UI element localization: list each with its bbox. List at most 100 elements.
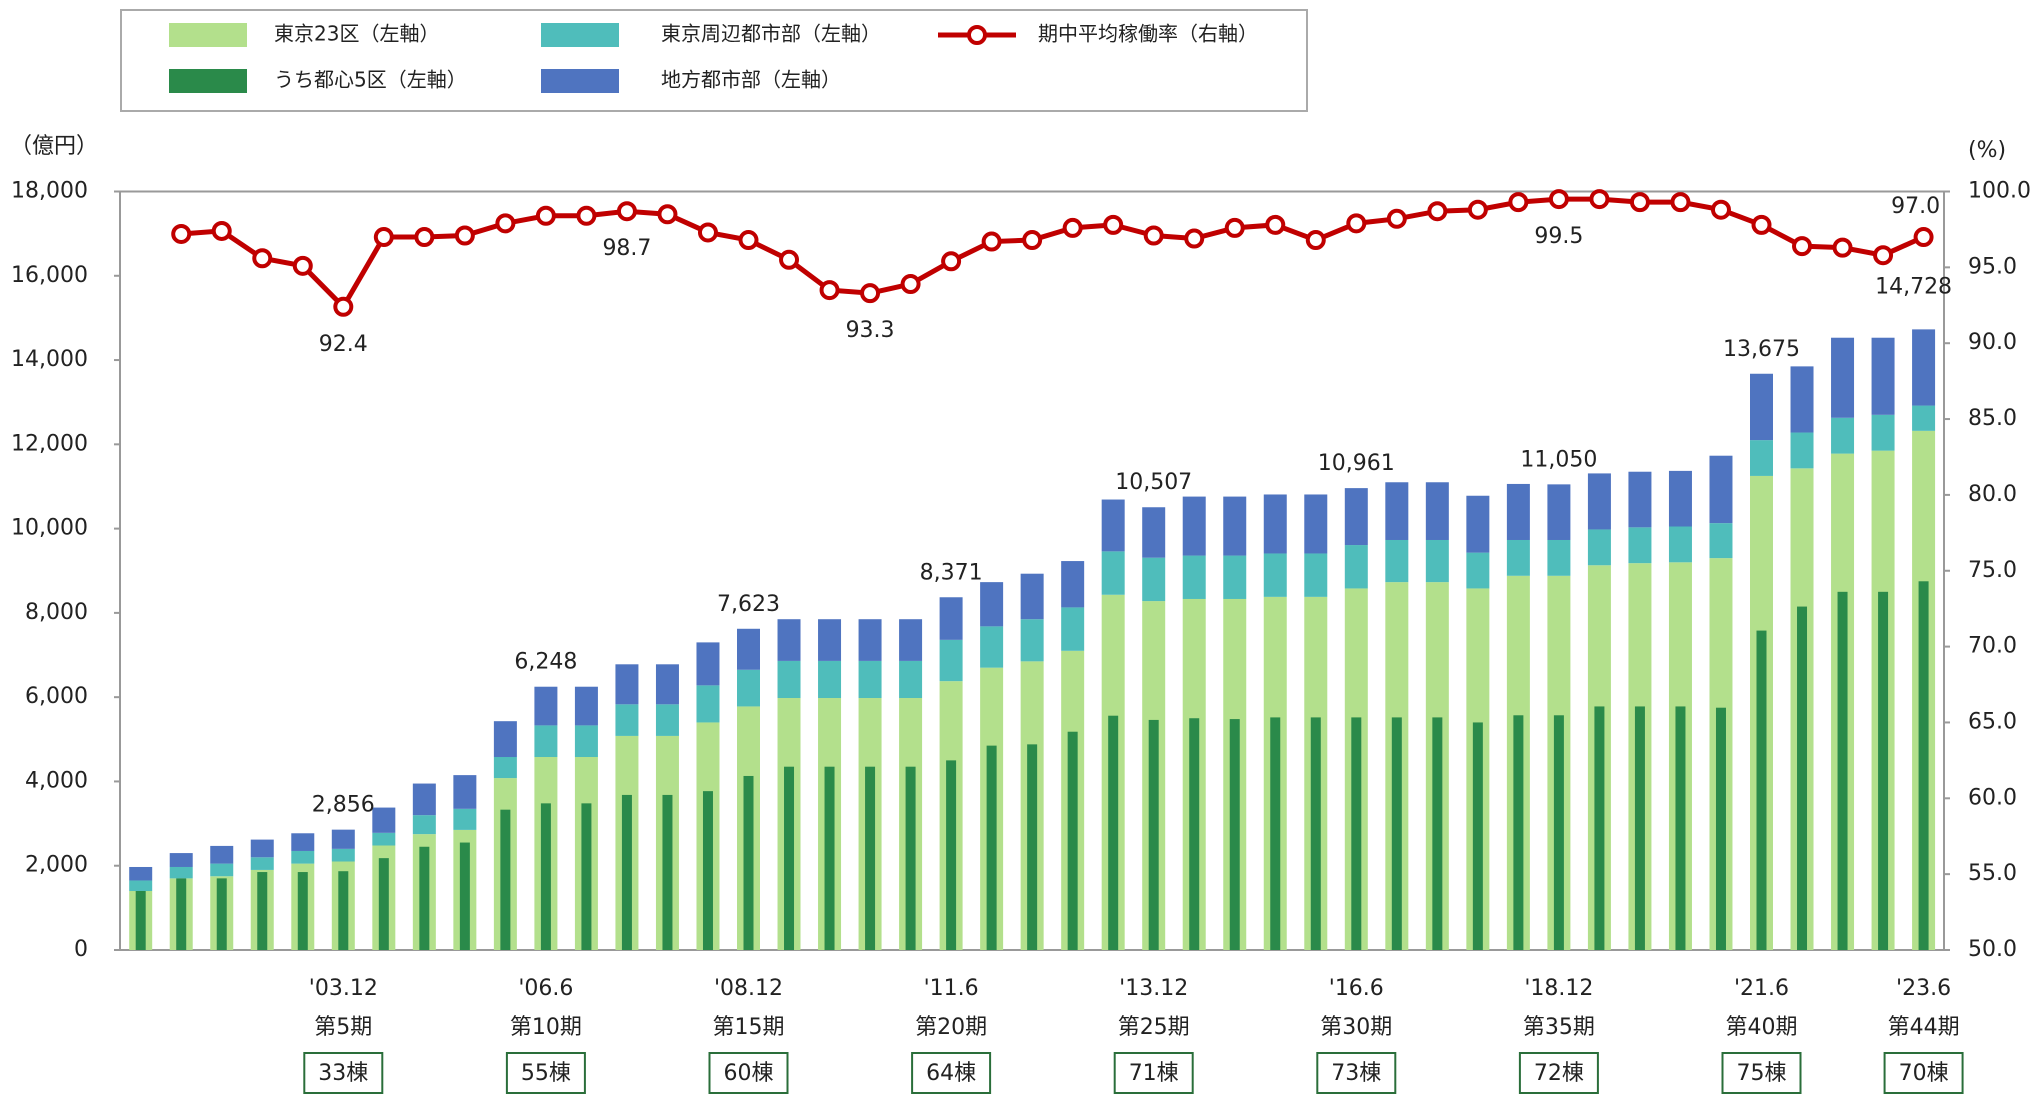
bar-segment	[453, 808, 477, 830]
bar-segment	[372, 807, 396, 833]
y2-tick-label: 50.0	[1968, 937, 2017, 962]
total-label: 10,507	[1115, 470, 1192, 495]
bar-segment	[655, 664, 679, 705]
bar-segment	[574, 686, 598, 726]
legend-swatch	[541, 23, 619, 47]
bar-overlay	[257, 872, 268, 950]
line-marker	[535, 205, 556, 226]
period-label: 第25期	[1118, 1015, 1190, 1040]
legend-swatch	[169, 69, 247, 93]
bar-segment	[655, 704, 679, 736]
line-marker	[495, 213, 516, 234]
bar-segment	[331, 848, 355, 862]
bar-overlay	[743, 775, 754, 950]
total-label: 11,050	[1520, 447, 1597, 472]
x-tick-label: '08.12	[714, 976, 783, 1001]
bar-overlay	[1715, 707, 1726, 950]
bar-overlay	[419, 846, 430, 950]
line-marker	[1548, 189, 1569, 210]
bar-segment	[1425, 482, 1449, 540]
bar-overlay	[135, 891, 146, 950]
y2-tick-label: 55.0	[1968, 861, 2017, 886]
bar-segment	[1142, 557, 1166, 602]
building-box	[1883, 1052, 1964, 1094]
y-tick-label: 0	[74, 937, 88, 962]
period-label: 第40期	[1726, 1015, 1798, 1040]
bar-overlay	[216, 878, 227, 950]
building-box	[708, 1052, 789, 1094]
bar-segment	[1385, 539, 1409, 583]
line-marker	[1467, 199, 1488, 220]
line-marker	[657, 204, 678, 225]
bar-segment	[1466, 552, 1490, 589]
bar-overlay	[946, 760, 957, 950]
bar-overlay	[1756, 630, 1767, 950]
bar-segment	[1223, 555, 1247, 599]
y-unit: （億円）	[10, 134, 98, 159]
bar-segment	[696, 642, 720, 686]
bar-overlay	[1553, 715, 1564, 950]
y2-tick-label: 65.0	[1968, 709, 2017, 734]
line-value-label: 98.7	[602, 236, 651, 261]
bar-segment	[899, 660, 923, 699]
bar-segment	[129, 866, 153, 881]
bar-overlay	[1067, 731, 1078, 950]
y2-tick-label: 75.0	[1968, 558, 2017, 583]
y-tick-label: 12,000	[11, 431, 88, 456]
line-marker	[1103, 214, 1124, 235]
bar-segment	[1101, 551, 1125, 595]
bar-segment	[980, 626, 1004, 668]
bar-segment	[1182, 555, 1206, 599]
bar-segment	[331, 829, 355, 849]
bar-segment	[939, 639, 963, 682]
line-marker	[1427, 201, 1448, 222]
line-value-label: 92.4	[319, 332, 368, 357]
y-tick-label: 6,000	[25, 684, 88, 709]
period-label: 第20期	[915, 1015, 987, 1040]
line-marker	[981, 231, 1002, 252]
y2-tick-label: 70.0	[1968, 634, 2017, 659]
building-box	[1113, 1052, 1194, 1094]
total-label: 10,961	[1318, 451, 1395, 476]
period-label: 第44期	[1888, 1015, 1960, 1040]
bar-segment	[1709, 455, 1733, 524]
building-label: 70棟	[1899, 1061, 1949, 1086]
line-marker	[860, 283, 881, 304]
period-label: 第5期	[314, 1015, 372, 1040]
building-box	[505, 1052, 586, 1094]
line-marker	[1022, 230, 1043, 251]
bar-overlay	[1432, 717, 1443, 950]
line-marker	[1062, 217, 1083, 238]
line-value-label: 97.0	[1891, 194, 1940, 219]
line-marker	[1346, 213, 1367, 234]
line-value-label: 99.5	[1534, 224, 1583, 249]
bar-segment	[129, 880, 153, 892]
y-tick-label: 8,000	[25, 600, 88, 625]
y-tick-label: 18,000	[11, 179, 88, 204]
line-marker	[1751, 214, 1772, 235]
bar-overlay	[1878, 591, 1889, 950]
bar-segment	[1831, 417, 1855, 454]
bar-segment	[1101, 499, 1125, 552]
line-marker	[414, 227, 435, 248]
bar-segment	[1790, 366, 1814, 433]
total-label: 7,623	[717, 592, 780, 617]
line-marker	[1184, 228, 1205, 249]
y-tick-label: 14,000	[11, 347, 88, 372]
bar-overlay	[1310, 717, 1321, 950]
bar-segment	[493, 757, 517, 779]
line-marker	[738, 230, 759, 251]
y2-tick-label: 85.0	[1968, 406, 2017, 431]
line-marker	[697, 222, 718, 243]
bar-overlay	[905, 766, 916, 950]
bar-segment	[1466, 495, 1490, 553]
bar-overlay	[1270, 717, 1281, 950]
bar-overlay	[1797, 606, 1808, 950]
bar-segment	[210, 845, 234, 864]
x-tick-label: '11.6	[924, 976, 979, 1001]
building-label: 72棟	[1534, 1061, 1584, 1086]
bar-overlay	[1189, 718, 1200, 950]
bar-segment	[696, 685, 720, 723]
bar-segment	[1750, 373, 1773, 441]
bar-overlay	[865, 766, 876, 950]
